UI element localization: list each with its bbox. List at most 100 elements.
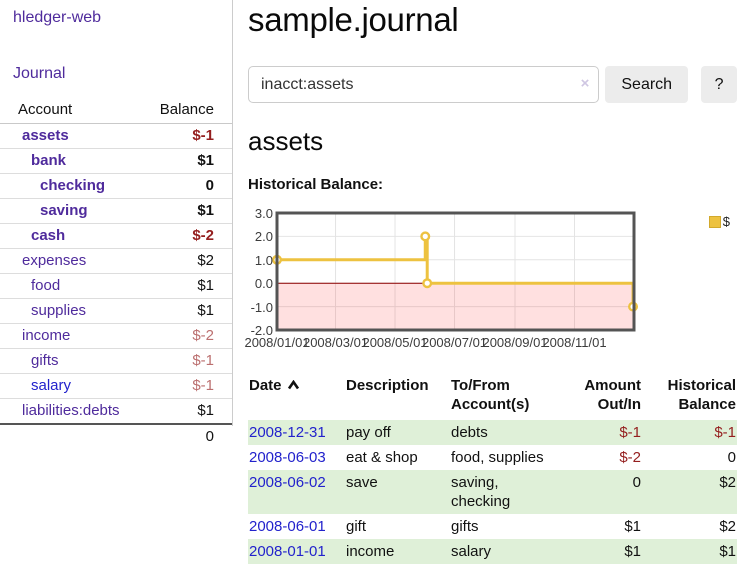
- account-link-checking[interactable]: checking: [40, 177, 106, 194]
- x-axis-tick-label: 2008/07/01: [421, 335, 488, 350]
- search-input[interactable]: [248, 66, 600, 103]
- accounts-total-row: 0: [0, 423, 232, 449]
- transaction-balance: $2: [719, 518, 736, 535]
- account-balance: $-1: [140, 123, 232, 149]
- transaction-row: 2008-06-03 eat & shop food, supplies $-2 0: [248, 445, 737, 470]
- account-row: checking 0: [0, 173, 232, 199]
- transactions-table-header: Date Description To/From Account(s) Amount Ou…: [248, 374, 737, 420]
- transaction-amount: $1: [562, 539, 642, 564]
- transaction-row: 2008-06-02 save saving, checking 0 $2: [248, 470, 737, 514]
- transactions-table: Date Description To/From Account(s) Amount Ou…: [248, 374, 737, 564]
- account-row: expenses $2: [0, 248, 232, 274]
- transaction-balance: $-1: [642, 420, 737, 445]
- account-row: assets $-1: [0, 123, 232, 149]
- search-button[interactable]: Search: [605, 66, 689, 103]
- transaction-description: pay off: [345, 420, 450, 445]
- accounts-header-account: Account: [0, 98, 141, 124]
- transaction-description: income: [345, 539, 450, 564]
- account-heading: assets: [248, 126, 324, 156]
- account-row: salary $-1: [0, 373, 232, 399]
- y-axis-tick-label: 0.0: [254, 276, 273, 292]
- account-balance: $1: [140, 198, 232, 224]
- transaction-date-link[interactable]: 2008-01-01: [249, 543, 326, 560]
- column-header-to-from: To/From Account(s): [451, 377, 530, 413]
- account-balance: $1: [140, 298, 232, 324]
- account-link-liabilities-debts[interactable]: liabilities:debts: [22, 402, 120, 419]
- sidebar-item-journal[interactable]: Journal: [13, 65, 66, 82]
- page-title: sample.journal: [248, 1, 459, 38]
- account-link-cash[interactable]: cash: [31, 227, 66, 244]
- account-balance: 0: [140, 173, 232, 199]
- account-link-gifts[interactable]: gifts: [31, 352, 59, 369]
- transaction-row: 2008-01-01 income salary $1 $1: [248, 539, 737, 564]
- transaction-date-link[interactable]: 2008-12-31: [249, 424, 326, 441]
- account-row: supplies $1: [0, 298, 232, 324]
- account-link-supplies[interactable]: supplies: [31, 302, 87, 319]
- accounts-table-header: Account Balance: [0, 98, 232, 124]
- transaction-date-link[interactable]: 2008-06-01: [249, 518, 326, 535]
- account-link-expenses[interactable]: expenses: [22, 252, 87, 269]
- account-link-food[interactable]: food: [31, 277, 61, 294]
- account-row: gifts $-1: [0, 348, 232, 374]
- account-balance: $-2: [140, 323, 232, 349]
- account-row: saving $1: [0, 198, 232, 224]
- account-link-saving[interactable]: saving: [40, 202, 88, 219]
- column-header-historical: Historical Balance: [667, 377, 736, 413]
- help-button[interactable]: ?: [701, 66, 737, 103]
- account-row: liabilities:debts $1: [0, 398, 232, 425]
- account-balance: $2: [140, 248, 232, 274]
- account-balance: $1: [140, 398, 232, 425]
- main-content: sample.journal × Search ? assets Histori…: [244, 0, 737, 564]
- search-form: × Search ?: [248, 66, 737, 103]
- transaction-balance: $2: [642, 470, 737, 514]
- x-axis-tick-label: 2008/09/01: [482, 335, 548, 350]
- transaction-date-link[interactable]: 2008-06-03: [249, 449, 326, 466]
- sort-ascending-icon: [287, 379, 299, 390]
- legend-swatch-icon: [708, 215, 721, 228]
- transaction-accounts: debts: [450, 420, 562, 445]
- transaction-row: 2008-12-31 pay off debts $-1 $-1: [248, 420, 737, 445]
- account-link-bank[interactable]: bank: [31, 152, 67, 169]
- transaction-amount: $-1: [562, 420, 642, 445]
- column-header-description: Description: [346, 377, 429, 394]
- transaction-balance: 0: [727, 449, 736, 466]
- chart-plot-area: [272, 211, 639, 332]
- y-axis-tick-label: 3.0: [254, 206, 273, 221]
- historical-balance-chart: 3.0 2.0 1.0 0.0 -1.0 -2.0 2008/01/01 2008/03/0…: [244, 206, 737, 350]
- accounts-table: Account Balance assets $-1 bank $1 checking 0…: [0, 98, 232, 449]
- account-row: bank $1: [0, 148, 232, 174]
- y-axis-tick-label: -2.0: [250, 323, 273, 338]
- clear-search-icon[interactable]: ×: [580, 75, 590, 92]
- transaction-accounts: saving, checking: [450, 470, 562, 514]
- transaction-amount: 0: [562, 470, 642, 514]
- transaction-row: 2008-06-01 gift gifts $1 $2: [248, 514, 737, 539]
- transaction-balance: $1: [642, 539, 737, 564]
- account-link-assets[interactable]: assets: [22, 127, 69, 144]
- app-brand-link[interactable]: hledger-web: [13, 9, 102, 26]
- chart-legend: $: [706, 213, 732, 230]
- search-box: ×: [248, 66, 600, 103]
- y-axis-tick-label: 1.0: [254, 252, 273, 268]
- transaction-date-link[interactable]: 2008-06-02: [249, 474, 326, 491]
- account-balance: $-1: [140, 373, 232, 399]
- transaction-description: eat & shop: [346, 449, 418, 466]
- account-link-salary[interactable]: salary: [31, 377, 72, 394]
- column-header-date[interactable]: Date: [248, 374, 345, 420]
- account-link-income[interactable]: income: [22, 327, 71, 344]
- account-balance: $-1: [140, 348, 232, 374]
- transaction-description: save: [345, 470, 450, 514]
- transaction-accounts: food, supplies: [451, 449, 544, 466]
- account-row: food $1: [0, 273, 232, 299]
- sidebar: hledger-web Journal Account Balance asse…: [0, 0, 233, 449]
- accounts-total-balance: 0: [140, 423, 232, 449]
- x-axis-tick-label: 2008/01/01: [244, 335, 310, 350]
- transaction-amount: $1: [624, 518, 641, 535]
- account-row: cash $-2: [0, 223, 232, 249]
- x-axis-tick-label: 2008/11/01: [542, 335, 607, 350]
- transaction-description: gift: [346, 518, 367, 535]
- account-balance: $-2: [140, 223, 232, 249]
- transaction-accounts: gifts: [451, 518, 479, 535]
- account-balance: $1: [140, 148, 232, 174]
- transaction-accounts: salary: [450, 539, 562, 564]
- legend-label: $: [722, 214, 730, 229]
